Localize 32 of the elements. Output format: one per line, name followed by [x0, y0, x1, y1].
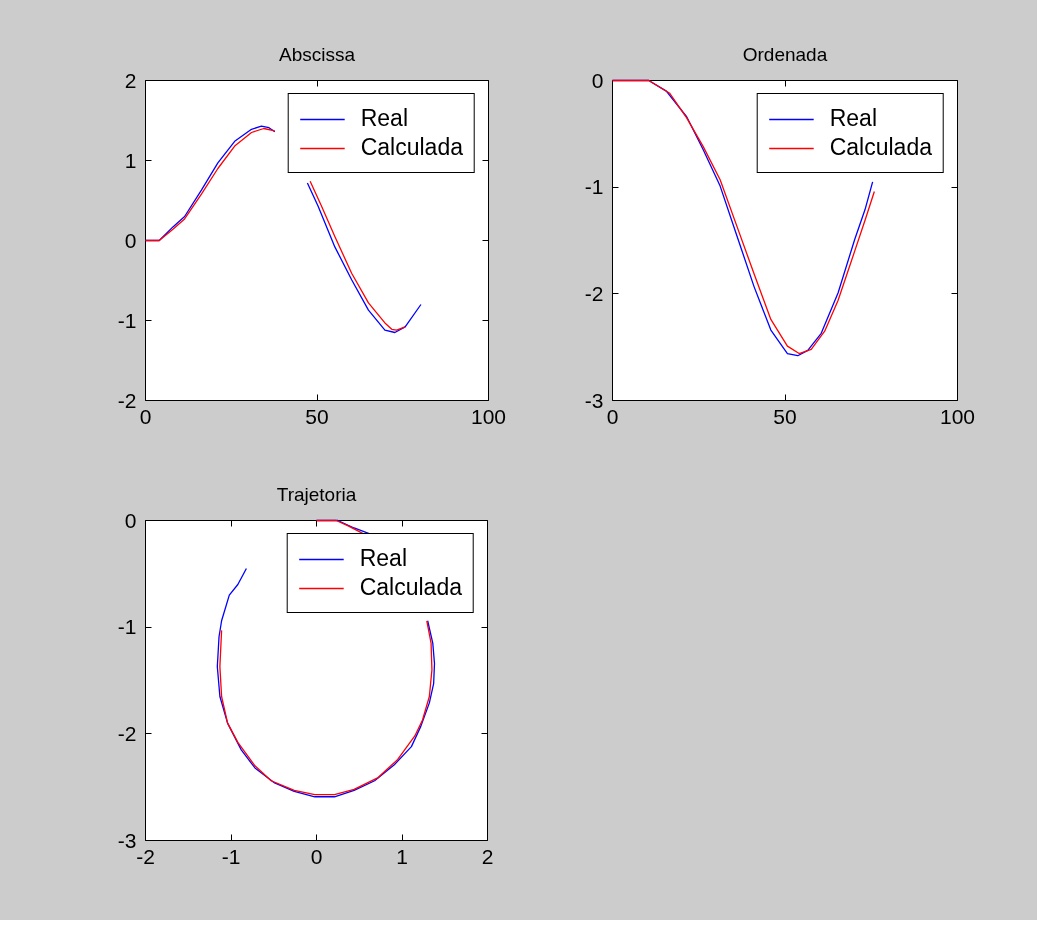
x-tick-label: 100 — [470, 404, 507, 428]
x-tick-label: 50 — [773, 404, 797, 428]
legend-label: Real — [359, 545, 408, 572]
y-tick-label: -3 — [117, 828, 137, 852]
chart-title: Abscissa — [278, 43, 356, 65]
y-tick-label: -2 — [584, 281, 604, 305]
legend-label: Calculada — [359, 574, 462, 601]
x-tick-label: 0 — [606, 404, 619, 428]
x-tick-label: 2 — [481, 844, 494, 868]
x-tick-label: 0 — [139, 404, 152, 428]
chart-title: Trajetoria — [276, 483, 357, 505]
y-tick-label: 0 — [124, 508, 137, 532]
y-tick-label: -1 — [117, 308, 137, 332]
y-tick-label: -1 — [117, 615, 137, 639]
legend-label: Calculada — [360, 134, 463, 161]
y-tick-label: -1 — [584, 175, 604, 199]
legend-label: Real — [829, 105, 878, 132]
x-tick-label: -1 — [221, 844, 241, 868]
y-tick-label: 1 — [124, 148, 137, 172]
y-tick-label: -2 — [117, 388, 137, 412]
x-tick-label: 1 — [396, 844, 408, 868]
x-tick-label: 50 — [305, 404, 329, 428]
x-tick-label: 100 — [939, 404, 976, 428]
y-tick-label: -2 — [117, 721, 137, 745]
y-tick-label: 0 — [591, 68, 604, 92]
x-tick-label: 0 — [310, 844, 323, 868]
y-tick-label: 2 — [124, 68, 137, 92]
legend-label: Calculada — [829, 134, 932, 161]
chart-title: Ordenada — [742, 43, 828, 65]
y-tick-label: -3 — [584, 388, 604, 412]
y-tick-label: 0 — [124, 228, 137, 252]
legend-label: Real — [360, 105, 409, 132]
